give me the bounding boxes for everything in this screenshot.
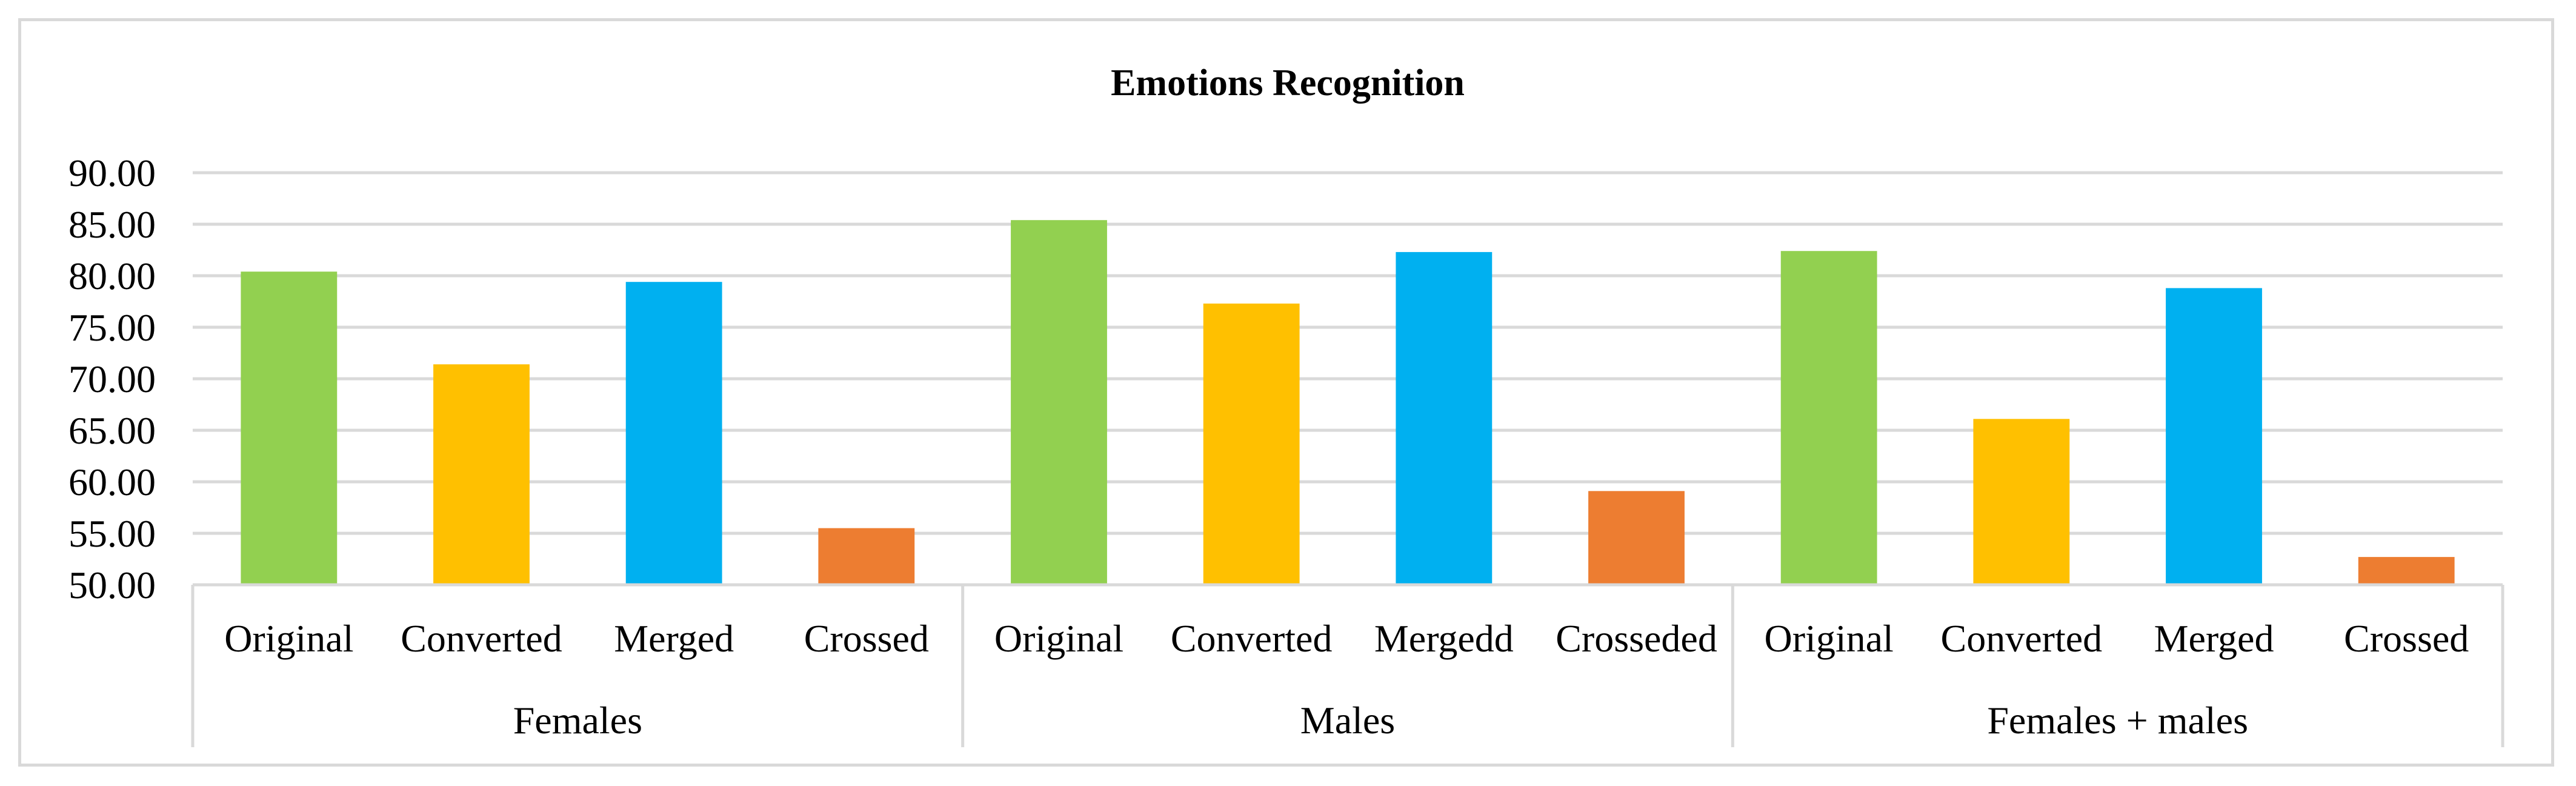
x-axis — [191, 583, 2504, 747]
x-axis-category-labels: Original Converted Merged Crossed Original Co… — [224, 617, 2469, 660]
bar-females-males-crossed — [2358, 557, 2455, 585]
x-tick-label: Converted — [401, 617, 562, 660]
y-tick-label: 55.00 — [68, 512, 156, 555]
group-label: Females + males — [1987, 699, 2248, 742]
x-tick-label: Converted — [1171, 617, 1333, 660]
y-tick-label: 70.00 — [68, 358, 156, 401]
gridlines — [193, 171, 2503, 587]
group-label: Males — [1300, 699, 1395, 742]
y-tick-label: 80.00 — [68, 255, 156, 298]
chart-title: Emotions Recognition — [1111, 62, 1465, 104]
y-tick-label: 90.00 — [68, 152, 156, 195]
group-label: Females — [513, 699, 642, 742]
bar-females-males-original — [1780, 251, 1877, 585]
x-axis-group-labels: Females Males Females + males — [513, 699, 2248, 742]
y-tick-label: 60.00 — [68, 461, 156, 504]
x-tick-label: Mergedd — [1374, 617, 1514, 660]
bar-females-males-merged — [2166, 288, 2262, 585]
bar-males-converted — [1203, 303, 1300, 585]
x-tick-label: Original — [994, 617, 1123, 660]
bar-females-merged — [625, 282, 722, 585]
x-tick-label: Merged — [2154, 617, 2274, 660]
bar-females-males-converted — [1973, 419, 2070, 585]
bar-males-crosseded — [1588, 491, 1685, 585]
x-tick-label: Crosseded — [1556, 617, 1717, 660]
x-tick-label: Merged — [614, 617, 734, 660]
x-tick-label: Original — [224, 617, 353, 660]
bar-males-mergedd — [1396, 251, 1493, 585]
x-tick-label: Crossed — [804, 617, 929, 660]
bar-females-original — [241, 271, 338, 585]
y-axis-ticks: 90.00 85.00 80.00 75.00 70.00 65.00 60.00 55.00… — [68, 152, 156, 607]
bars — [241, 220, 2455, 585]
y-tick-label: 85.00 — [68, 203, 156, 246]
bar-females-converted — [433, 364, 530, 585]
bar-males-original — [1011, 220, 1107, 585]
x-tick-label: Converted — [1941, 617, 2103, 660]
x-tick-label: Crossed — [2344, 617, 2469, 660]
y-tick-label: 75.00 — [68, 306, 156, 349]
x-tick-label: Original — [1765, 617, 1894, 660]
y-tick-label: 65.00 — [68, 409, 156, 452]
bar-females-crossed — [818, 528, 915, 585]
y-tick-label: 50.00 — [68, 564, 156, 607]
